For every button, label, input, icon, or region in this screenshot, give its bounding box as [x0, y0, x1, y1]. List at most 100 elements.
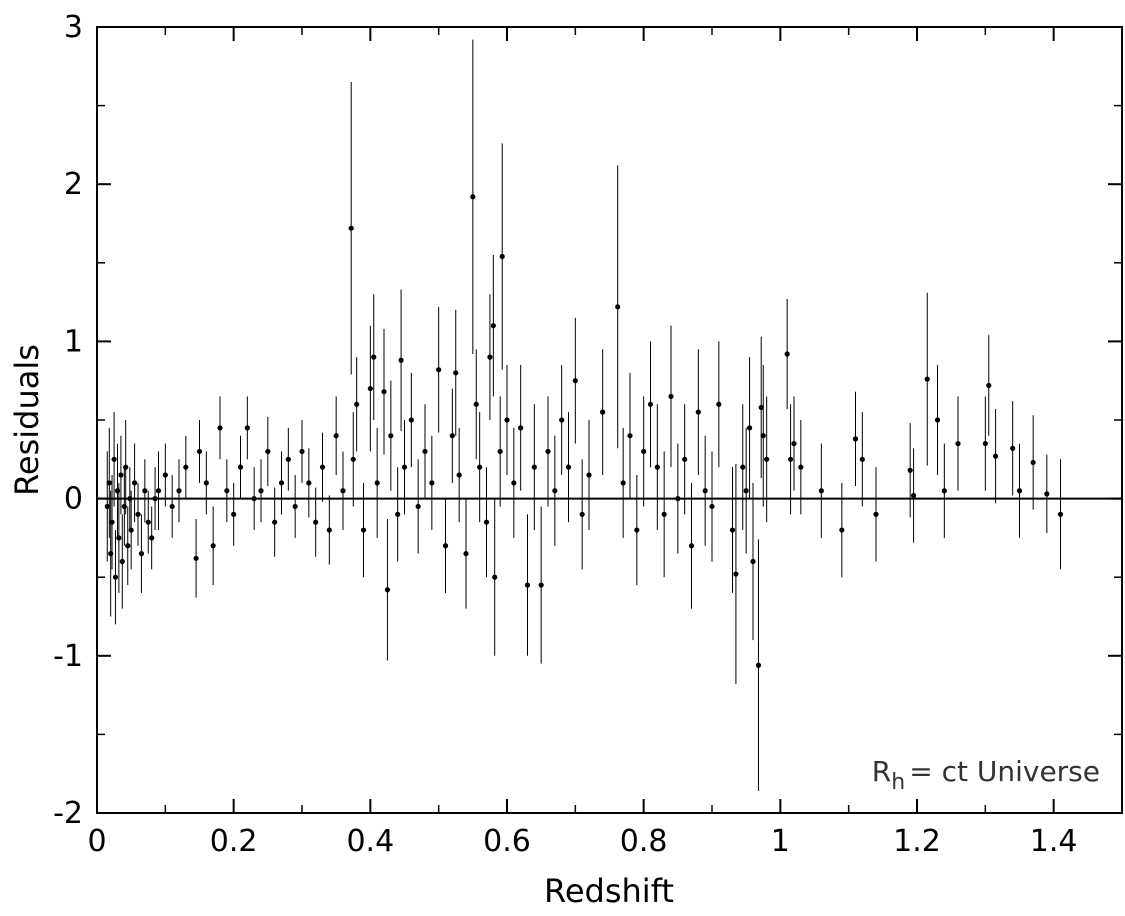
data-point [408, 417, 414, 423]
data-point [818, 488, 824, 494]
data-point [401, 464, 408, 470]
data-point [518, 425, 524, 431]
x-tick-label: 1 [771, 824, 790, 859]
data-point [131, 480, 138, 486]
y-tick-label: 2 [64, 167, 83, 202]
data-point [237, 464, 244, 470]
data-point [654, 464, 660, 470]
data-point [348, 225, 354, 231]
data-point [272, 519, 278, 525]
data-point [504, 417, 510, 423]
data-point [1057, 511, 1064, 517]
data-point [125, 543, 131, 549]
data-point [586, 472, 592, 478]
data-point [244, 425, 250, 431]
data-point [422, 448, 428, 455]
data-point [477, 464, 483, 470]
data-point [374, 480, 380, 486]
y-axis-ticks: -2 -1 0 1 2 3 [53, 10, 1122, 831]
data-point [306, 480, 312, 486]
y-tick-label: 1 [64, 324, 83, 359]
data-point [116, 535, 122, 541]
data-point [436, 367, 442, 373]
data-point [112, 574, 119, 580]
data-point [760, 433, 766, 439]
data-point [758, 404, 764, 411]
data-point [524, 582, 531, 588]
data-point [627, 433, 633, 439]
x-axis-label: Redshift [544, 872, 674, 910]
data-point [196, 448, 203, 455]
data-point [326, 527, 332, 533]
data-point [449, 433, 455, 439]
data-point [661, 511, 667, 517]
data-point [313, 519, 319, 525]
data-point [453, 370, 459, 376]
data-point [791, 440, 797, 447]
data-point [497, 448, 503, 455]
data-point [934, 417, 941, 423]
data-point [647, 401, 654, 407]
data-point [463, 551, 469, 557]
data-point [688, 543, 695, 549]
data-point [470, 194, 476, 200]
data-point [764, 456, 770, 462]
x-tick-label: 1.2 [893, 824, 941, 859]
data-point [682, 456, 688, 462]
data-point [941, 488, 947, 494]
data-point [108, 551, 114, 557]
data-point [839, 527, 845, 533]
data-point [473, 401, 479, 407]
data-point [118, 472, 124, 478]
data-point [709, 503, 715, 510]
data-point [429, 480, 435, 486]
data-point [579, 511, 585, 517]
data-point [1010, 445, 1016, 451]
data-point [224, 488, 230, 494]
data-point [1044, 491, 1050, 497]
annotation-text: = ct Universe [909, 755, 1100, 788]
data-point [531, 464, 537, 470]
data-point [668, 393, 674, 400]
data-point [217, 425, 223, 431]
data-point [193, 555, 199, 561]
data-point [743, 488, 749, 494]
data-point [111, 456, 117, 462]
data-point [203, 480, 209, 486]
data-point [755, 662, 762, 668]
data-point [634, 527, 640, 533]
data-point [641, 448, 647, 455]
data-point [600, 409, 606, 415]
data-point [371, 354, 377, 360]
data-point [183, 464, 189, 470]
data-point [106, 480, 112, 486]
data-point [552, 488, 558, 494]
data-point [285, 456, 291, 462]
data-point [852, 436, 859, 442]
data-point [398, 357, 404, 363]
data-point [982, 440, 988, 447]
data-point [210, 543, 216, 549]
x-axis-ticks: 0 0.2 0.4 0.6 0.8 1 1.2 1.4 [87, 27, 1123, 859]
data-point [1030, 459, 1036, 466]
x-tick-label: 0.4 [346, 824, 394, 859]
y-tick-label: 3 [64, 10, 83, 45]
data-point [511, 480, 517, 486]
annotation-symbol: R [872, 755, 891, 788]
data-point [702, 488, 708, 494]
data-point [367, 385, 373, 392]
data-point [487, 354, 493, 360]
data-point [1016, 488, 1023, 494]
data-point [565, 464, 572, 470]
data-point [538, 582, 544, 588]
data-point [333, 433, 339, 439]
x-tick-label: 0.6 [483, 824, 531, 859]
data-point [716, 401, 722, 407]
data-point [499, 253, 505, 260]
data-point [142, 488, 148, 494]
annotation-subscript: h [891, 770, 905, 795]
data-point [231, 511, 237, 517]
data-point [859, 456, 865, 462]
data-point [695, 409, 701, 415]
data-point [620, 480, 626, 486]
